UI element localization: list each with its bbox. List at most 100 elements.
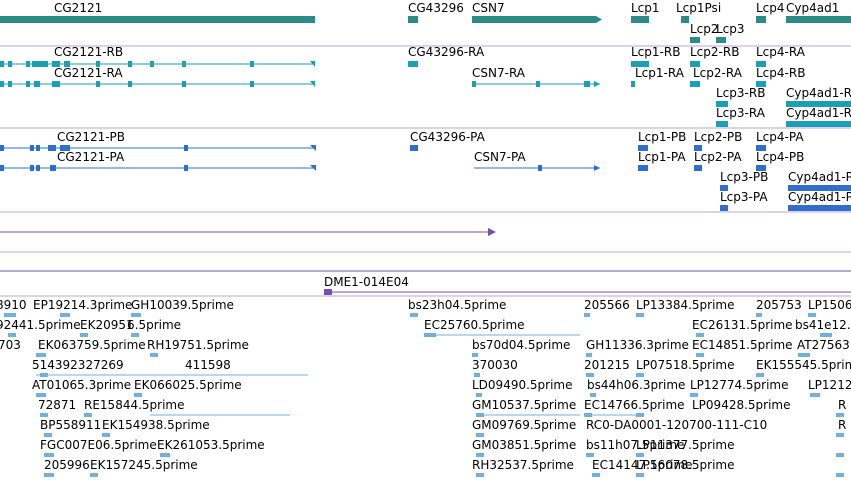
transcript-label[interactable]: Cyp4ad1-R xyxy=(786,106,851,120)
est-label[interactable]: GM09769.5prime xyxy=(472,418,576,432)
transcript-label[interactable]: Lcp3-RB xyxy=(716,86,765,100)
transcript-label[interactable]: CG2121-PA xyxy=(57,150,125,164)
gene-label[interactable]: Cyp4ad1 xyxy=(786,1,839,15)
est-label[interactable]: 72871 xyxy=(38,398,76,412)
transcript-label[interactable]: Cyp4ad1-P xyxy=(788,190,851,204)
transcript-exons[interactable] xyxy=(0,81,315,87)
est-label[interactable]: 92441.5prime xyxy=(0,318,81,332)
est-label[interactable]: EC14766.5prime xyxy=(584,398,685,412)
est-label[interactable]: GM10537.5prime xyxy=(472,398,576,412)
gene-label[interactable]: Lcp1Psi xyxy=(676,1,721,15)
est-label[interactable]: EK155545.5prime xyxy=(756,358,851,372)
est-label[interactable]: EC14147.5prime xyxy=(592,458,693,472)
transcript-label[interactable]: Lcp1-RA xyxy=(635,66,685,80)
transcript-label[interactable]: Lcp2-PA xyxy=(694,150,742,164)
transcript-label[interactable]: Lcp3-PB xyxy=(720,170,768,184)
gene-label[interactable]: Lcp1 xyxy=(631,1,660,15)
est-label[interactable]: AT01065.3prime xyxy=(32,378,131,392)
transcript-label[interactable]: Lcp4-PA xyxy=(756,130,804,144)
est-label[interactable]: 6.5prime xyxy=(127,318,181,332)
est-label[interactable]: BP558911 xyxy=(40,418,101,432)
transcript-label[interactable]: Lcp3-PA xyxy=(720,190,768,204)
est-label[interactable]: 703 xyxy=(0,338,21,352)
est-label[interactable]: RE15844.5prime xyxy=(84,398,185,412)
est-label[interactable]: EK20951 xyxy=(80,318,134,332)
transcript-label[interactable]: Lcp1-PB xyxy=(638,130,686,144)
transcript-exons[interactable] xyxy=(472,81,600,87)
transcript-exons[interactable] xyxy=(0,61,315,67)
transcript-exons[interactable] xyxy=(0,145,316,151)
est-label[interactable]: RC0-DA0001-120700-111-C10 xyxy=(586,418,767,432)
gene-label[interactable]: Lcp2 xyxy=(690,22,719,36)
est-label[interactable]: EK157245.5prime xyxy=(90,458,198,472)
gene-feature[interactable] xyxy=(716,37,726,43)
gene-label[interactable]: Lcp3 xyxy=(716,22,745,36)
est-label[interactable]: 205566 xyxy=(584,298,630,312)
est-label[interactable]: bs44h06.3prime xyxy=(587,378,685,392)
est-label[interactable]: LP16078.5prime xyxy=(636,458,735,472)
est-label[interactable]: bs23h04.5prime xyxy=(408,298,506,312)
est-label[interactable]: EK063759.5prime xyxy=(38,338,146,352)
transcript-label[interactable]: Lcp4-RA xyxy=(756,45,806,59)
transcript-label[interactable]: CG43296-RA xyxy=(408,45,485,59)
est-label[interactable]: EK154938.5prime xyxy=(102,418,210,432)
est-label[interactable]: GH10039.5prime xyxy=(131,298,234,312)
gene-label[interactable]: CG43296 xyxy=(408,1,464,15)
est-label[interactable]: AT27563 xyxy=(797,338,850,352)
transcript-label[interactable]: CG2121-RA xyxy=(54,66,123,80)
transcript-exons[interactable] xyxy=(0,165,316,171)
gene-feature[interactable] xyxy=(786,16,851,23)
est-label[interactable]: 8910 xyxy=(0,298,27,312)
gene-feature[interactable] xyxy=(631,16,649,23)
clone-label[interactable]: DME1-014E04 xyxy=(324,275,409,289)
transcript-exons[interactable] xyxy=(538,145,851,211)
est-label[interactable]: LP11377.5prime xyxy=(636,438,735,452)
est-label[interactable]: EK066025.5prime xyxy=(134,378,242,392)
gene-label[interactable]: CSN7 xyxy=(472,1,505,15)
transcript-label[interactable]: CG2121-PB xyxy=(57,130,125,144)
est-label[interactable]: 205753 xyxy=(756,298,802,312)
est-label[interactable]: bs41e12. xyxy=(795,318,851,332)
transcript-label[interactable]: CG2121-RB xyxy=(54,45,123,59)
est-label[interactable]: LP13384.5prime xyxy=(636,298,735,312)
transcript-label[interactable]: Lcp1-RB xyxy=(631,45,680,59)
est-label[interactable]: 514392327269 xyxy=(32,358,124,372)
transcript-label[interactable]: Lcp4-PB xyxy=(756,150,804,164)
gene-feature[interactable] xyxy=(681,16,689,23)
est-label[interactable]: EC14851.5prime xyxy=(692,338,793,352)
gene-label[interactable]: CG2121 xyxy=(54,1,102,15)
est-label[interactable]: EK261053.5prime xyxy=(157,438,265,452)
est-label[interactable]: 205996 xyxy=(44,458,90,472)
est-label[interactable]: 201215 xyxy=(584,358,630,372)
est-label[interactable]: LP09428.5prime xyxy=(692,398,791,412)
est-label[interactable]: LP07518.5prime xyxy=(636,358,735,372)
est-label[interactable]: GM03851.5prime xyxy=(472,438,576,452)
est-label[interactable]: RH19751.5prime xyxy=(147,338,249,352)
est-label[interactable]: EC26131.5prime xyxy=(692,318,793,332)
transcript-exons[interactable] xyxy=(410,145,418,151)
transcript-label[interactable]: Lcp2-RB xyxy=(690,45,739,59)
gene-feature[interactable] xyxy=(472,16,602,23)
transcript-label[interactable]: Lcp2-PB xyxy=(694,130,742,144)
est-label[interactable]: 370030 xyxy=(472,358,518,372)
gene-feature[interactable] xyxy=(408,16,418,23)
est-label[interactable]: LP1212 xyxy=(808,378,851,392)
transcript-label[interactable]: CSN7-PA xyxy=(474,150,526,164)
est-label[interactable]: FGC007E06.5prime xyxy=(40,438,157,452)
transcript-label[interactable]: Lcp1-PA xyxy=(638,150,686,164)
transcript-label[interactable]: Lcp3-RA xyxy=(716,106,766,120)
transcript-exons[interactable] xyxy=(631,61,851,127)
transcript-exons[interactable] xyxy=(408,61,418,67)
est-label[interactable]: EC25760.5prime xyxy=(424,318,525,332)
est-label[interactable]: bs70d04.5prime xyxy=(472,338,570,352)
est-label[interactable]: RH32537.5prime xyxy=(472,458,574,472)
gene-feature[interactable] xyxy=(0,16,315,23)
transcript-label[interactable]: Lcp4-RB xyxy=(756,66,805,80)
transcript-label[interactable]: Cyp4ad1-P xyxy=(788,170,851,184)
est-label[interactable]: bs11h07.5prime xyxy=(586,438,684,452)
transcript-label[interactable]: CSN7-RA xyxy=(472,66,526,80)
est-label[interactable]: EP19214.3prime xyxy=(33,298,132,312)
transcript-label[interactable]: Lcp2-RA xyxy=(693,66,743,80)
